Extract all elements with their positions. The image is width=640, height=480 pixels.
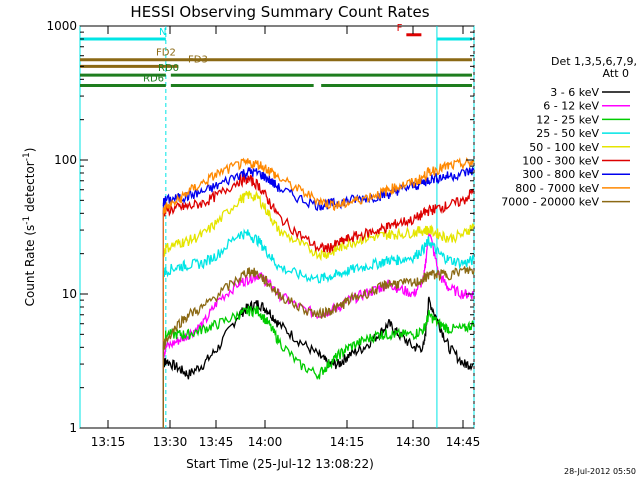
- y-axis-label-mid: detector: [23, 161, 37, 216]
- legend-label-3: 25 - 50 keV: [536, 127, 599, 140]
- x-tick-label-5: 14:30: [396, 435, 431, 449]
- legend-label-1: 6 - 12 keV: [543, 100, 599, 113]
- axes: 1 10 100 1000 13:15 13:30 13:45 14:00 14:15 14:30…: [46, 19, 480, 449]
- y-tick-label-2: 100: [54, 153, 77, 167]
- series-line-7: [162, 156, 475, 214]
- status-bar-label-rd6: RD6: [143, 73, 164, 84]
- series-line-6: [162, 166, 475, 212]
- legend-header-1: Det 1,3,5,6,7,9,: [551, 55, 637, 68]
- chart-title: HESSI Observing Summary Count Rates: [130, 3, 429, 21]
- series-line-3: [162, 228, 475, 284]
- legend-label-0: 3 - 6 keV: [550, 86, 599, 99]
- x-tick-label-0: 13:15: [91, 435, 126, 449]
- y-axis-label-sup2: -1: [22, 152, 32, 161]
- legend-label-6: 300 - 800 keV: [522, 168, 599, 181]
- x-tick-label-2: 13:45: [199, 435, 234, 449]
- x-axis-label: Start Time (25-Jul-12 13:08:22): [186, 457, 374, 471]
- series-line-5: [162, 173, 475, 253]
- legend-label-7: 800 - 7000 keV: [515, 182, 599, 195]
- y-axis-label-sup1: -1: [22, 216, 32, 225]
- x-tick-label-3: 14:00: [248, 435, 283, 449]
- series-line-1: [162, 231, 475, 359]
- status-bar-label-f: F: [397, 23, 403, 34]
- y-tick-label-3: 1000: [46, 19, 77, 33]
- y-axis-label-main: Count Rate (s: [23, 225, 37, 307]
- y-axis-label: Count Rate (s-1 detector-1): [22, 148, 37, 307]
- status-bar-label-fd3: FD3: [188, 54, 208, 65]
- coverage-vertical-lines: [79, 26, 475, 428]
- status-bar-label-n: N: [159, 27, 166, 38]
- status-bar-label-fd2: FD2: [156, 48, 176, 59]
- y-tick-label-0: 1: [69, 421, 77, 435]
- legend-header-2: Att 0: [603, 67, 629, 80]
- series-line-8: [162, 265, 475, 351]
- legend-label-8: 7000 - 20000 keV: [501, 196, 599, 209]
- x-tick-label-6: 14:45: [446, 435, 481, 449]
- legend-label-5: 100 - 300 keV: [522, 155, 599, 168]
- series-line-2: [162, 305, 475, 381]
- y-axis-label-end: ): [23, 148, 37, 153]
- x-tick-label-1: 13:30: [153, 435, 188, 449]
- legend-label-2: 12 - 25 keV: [536, 113, 599, 126]
- series-lines: [162, 156, 475, 428]
- status-bar-label-rd0: RD0: [158, 63, 179, 74]
- series-line-4: [162, 190, 475, 262]
- y-tick-label-1: 10: [62, 287, 77, 301]
- x-tick-label-4: 14:15: [330, 435, 365, 449]
- footer-timestamp: 28-Jul-2012 05:50: [564, 467, 636, 476]
- legend-label-4: 50 - 100 keV: [529, 141, 599, 154]
